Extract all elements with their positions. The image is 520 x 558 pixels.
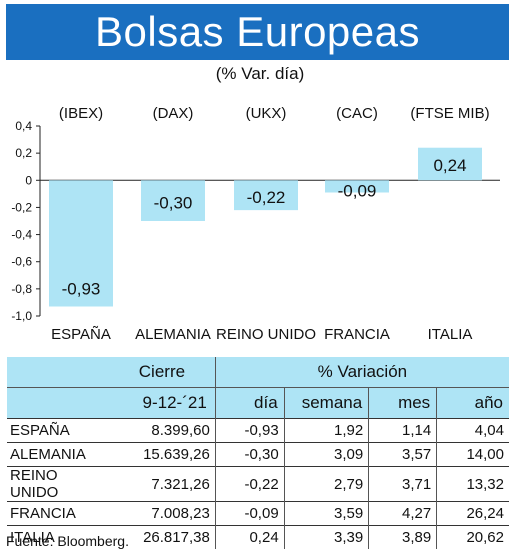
data-label: 0,24 — [433, 156, 466, 175]
data-label: -0,30 — [154, 194, 193, 213]
bar-chart: 0,4 0,2 0 -0,2 -0,4 -0,6 -0,8 -1,0 -0,93 (IBEX) ES… — [11, 105, 500, 343]
table-corner — [7, 357, 110, 388]
row-semana: 2,79 — [283, 466, 369, 502]
row-dia: -0,22 — [214, 466, 285, 502]
table-row: ALEMANIA 15.639,26 -0,30 3,09 3,57 14,00 — [7, 442, 509, 467]
index-label: (CAC) — [336, 105, 378, 122]
y-tick-label: -0,8 — [11, 282, 32, 296]
row-mes: 1,14 — [368, 418, 437, 443]
table-row: FRANCIA 7.008,23 -0,09 3,59 4,27 26,24 — [7, 501, 509, 526]
y-tick-label: -0,2 — [11, 200, 32, 214]
row-cierre: 7.008,23 — [109, 501, 216, 526]
bar — [49, 180, 113, 307]
chart-subtitle: (% Var. día) — [215, 64, 305, 83]
title-banner: Bolsas Europeas — [6, 4, 509, 60]
data-label: -0,22 — [247, 188, 286, 207]
header-dia: día — [214, 387, 285, 419]
header-ano: año — [436, 387, 509, 419]
row-cierre: 26.817,38 — [109, 525, 216, 549]
y-tick-label: 0,4 — [15, 119, 32, 133]
row-semana: 3,09 — [283, 442, 369, 467]
row-ano: 26,24 — [436, 501, 509, 526]
row-cierre: 7.321,26 — [109, 466, 216, 502]
category-label: ESPAÑA — [51, 326, 111, 343]
index-label: (UKX) — [246, 105, 287, 122]
row-mes: 3,71 — [368, 466, 437, 502]
index-label: (FTSE MIB) — [410, 105, 489, 122]
bar — [418, 147, 482, 181]
bar — [141, 180, 205, 221]
data-label: -0,93 — [62, 280, 101, 299]
bar — [325, 180, 389, 193]
header-cierre: Cierre — [109, 357, 216, 388]
row-dia: -0,09 — [214, 501, 285, 526]
row-semana: 1,92 — [283, 418, 369, 443]
header-mes: mes — [368, 387, 437, 419]
data-table: Cierre % Variación 9-12-´21 día semana m… — [7, 357, 509, 549]
row-cierre: 15.639,26 — [109, 442, 216, 467]
row-dia: -0,93 — [214, 418, 285, 443]
category-label: ALEMANIA — [135, 326, 211, 343]
y-tick-label: -0,6 — [11, 255, 32, 269]
row-ano: 4,04 — [436, 418, 509, 443]
table-row: ESPAÑA 8.399,60 -0,93 1,92 1,14 4,04 — [7, 418, 509, 443]
table-row: REINO UNIDO 7.321,26 -0,22 2,79 3,71 13,… — [7, 466, 509, 502]
header-variacion: % Variación — [214, 357, 509, 388]
row-mes: 4,27 — [368, 501, 437, 526]
row-semana: 3,59 — [283, 501, 369, 526]
category-label: REINO UNIDO — [216, 326, 316, 343]
row-ano: 13,32 — [436, 466, 509, 502]
row-name: FRANCIA — [7, 501, 110, 526]
y-tick-label: 0 — [25, 173, 32, 187]
row-name: ESPAÑA — [7, 418, 110, 443]
row-ano: 14,00 — [436, 442, 509, 467]
row-cierre: 8.399,60 — [109, 418, 216, 443]
row-mes: 3,57 — [368, 442, 437, 467]
y-tick-label: 0,2 — [15, 146, 32, 160]
y-tick-label: -0,4 — [11, 228, 32, 242]
row-dia: -0,30 — [214, 442, 285, 467]
index-label: (DAX) — [153, 105, 194, 122]
table-row: ITALIA 26.817,38 0,24 3,39 3,89 20,62 — [7, 525, 509, 549]
row-semana: 3,39 — [283, 525, 369, 549]
header-semana: semana — [283, 387, 369, 419]
category-label: ITALIA — [428, 326, 473, 343]
y-tick-label: -1,0 — [11, 309, 32, 323]
row-dia: 0,24 — [214, 525, 285, 549]
row-name: REINO UNIDO — [7, 466, 110, 502]
row-mes: 3,89 — [368, 525, 437, 549]
row-ano: 20,62 — [436, 525, 509, 549]
header-date: 9-12-´21 — [109, 387, 216, 419]
data-label: -0,09 — [338, 181, 377, 200]
row-name: ITALIA — [7, 525, 110, 549]
category-label: FRANCIA — [324, 326, 390, 343]
table-corner-2 — [7, 387, 110, 419]
source-note: Fuente: Bloomberg. — [6, 533, 129, 549]
index-label: (IBEX) — [59, 105, 103, 122]
page-title: Bolsas Europeas — [94, 8, 421, 55]
row-name: ALEMANIA — [7, 442, 110, 467]
bar — [234, 180, 298, 211]
